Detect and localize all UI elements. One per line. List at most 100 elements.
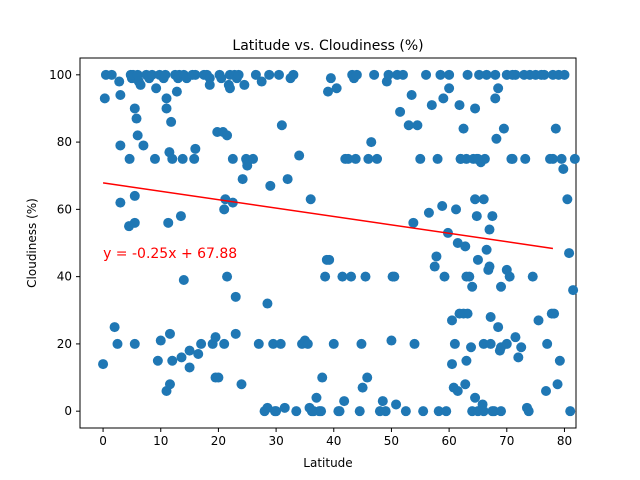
data-point (415, 153, 426, 164)
data-point (565, 406, 576, 417)
data-point (462, 308, 473, 319)
data-point (504, 271, 515, 282)
data-point (279, 402, 290, 413)
data-point (291, 406, 302, 417)
data-point (467, 281, 478, 292)
data-point (262, 298, 273, 309)
data-point (429, 261, 440, 272)
y-tick-label: 40 (57, 270, 72, 284)
data-point (316, 406, 327, 417)
x-tick-label: 40 (326, 434, 341, 448)
scatter-points (98, 69, 580, 417)
data-point (351, 69, 362, 80)
data-point (559, 69, 570, 80)
data-point (479, 153, 490, 164)
data-point (350, 153, 361, 164)
data-point (549, 308, 560, 319)
data-point (400, 406, 411, 417)
data-point (507, 153, 518, 164)
data-point (383, 69, 394, 80)
data-point (317, 372, 328, 383)
data-point (227, 197, 238, 208)
data-point (412, 120, 423, 131)
data-point (403, 120, 414, 131)
data-point (366, 137, 377, 148)
data-point (161, 93, 172, 104)
data-point (481, 244, 492, 255)
data-point (569, 153, 580, 164)
y-tick-label: 100 (49, 68, 72, 82)
data-point (372, 153, 383, 164)
data-point (433, 406, 444, 417)
data-point (409, 338, 420, 349)
data-point (490, 93, 501, 104)
y-axis: 0 20 40 60 80 100 (49, 68, 80, 418)
x-axis: 0 10 20 30 40 50 60 70 80 (99, 428, 572, 448)
data-point (106, 69, 117, 80)
data-point (163, 217, 174, 228)
data-point (466, 342, 477, 353)
data-point (262, 402, 273, 413)
data-point (115, 90, 126, 100)
data-point (444, 69, 455, 80)
data-point (184, 362, 195, 373)
y-axis-label: Cloudiness (%) (25, 198, 39, 288)
data-point (135, 79, 146, 90)
data-point (265, 180, 276, 191)
data-point (271, 406, 282, 417)
data-point (386, 335, 397, 346)
data-point (498, 123, 509, 134)
data-point (256, 76, 267, 87)
data-point (302, 338, 313, 349)
x-axis-label: Latitude (303, 456, 352, 470)
y-tick-label: 60 (57, 202, 72, 216)
data-point (276, 120, 287, 131)
data-point (520, 153, 531, 164)
data-point (328, 338, 339, 349)
data-point (523, 406, 534, 417)
data-point (550, 123, 561, 134)
data-point (311, 392, 322, 403)
data-point (356, 338, 367, 349)
data-point (418, 406, 429, 417)
data-point (547, 153, 558, 164)
data-point (124, 153, 135, 164)
data-point (461, 355, 472, 366)
data-point (161, 103, 172, 114)
data-point (516, 342, 527, 353)
data-point (478, 406, 489, 417)
data-point (222, 130, 233, 141)
data-point (471, 211, 482, 222)
data-point (470, 194, 481, 205)
data-point (435, 69, 446, 80)
data-point (478, 338, 489, 349)
data-point (176, 352, 187, 363)
data-point (461, 271, 472, 282)
data-point (391, 399, 402, 410)
data-point (539, 69, 550, 80)
data-point (282, 174, 293, 185)
data-point (431, 251, 442, 262)
data-point (395, 106, 406, 117)
data-point (478, 194, 489, 205)
data-point (155, 335, 166, 346)
y-tick-label: 0 (64, 404, 72, 418)
data-point (451, 204, 462, 215)
data-point (389, 271, 400, 282)
data-point (305, 194, 316, 205)
chart-title: Latitude vs. Cloudiness (%) (232, 38, 423, 54)
data-point (360, 271, 371, 282)
data-point (273, 69, 284, 80)
data-point (109, 322, 120, 333)
data-point (423, 207, 434, 218)
data-point (452, 386, 463, 396)
data-point (454, 308, 465, 319)
data-point (167, 153, 178, 164)
data-point (129, 190, 140, 201)
data-point (337, 271, 348, 282)
data-point (363, 153, 374, 164)
data-point (230, 291, 241, 302)
data-point (167, 355, 178, 366)
regression-line (102, 182, 554, 250)
